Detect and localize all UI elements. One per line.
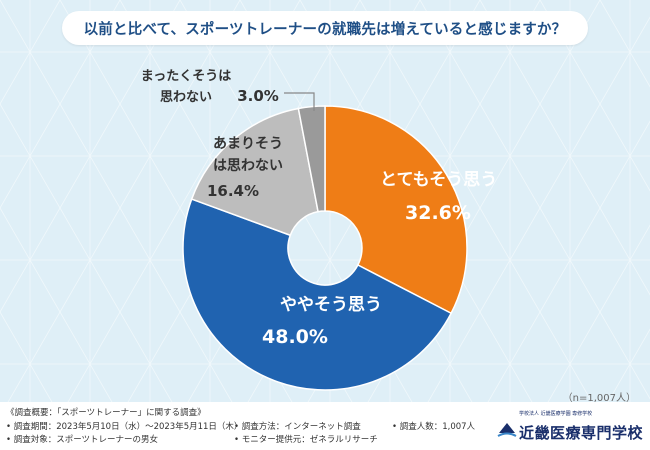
sample-size-label: （n=1,007人） — [562, 393, 636, 404]
slice-value-label: 48.0% — [262, 326, 328, 348]
survey-footer: 《調査概要：「スポーツトレーナー」に関する調査》 • 調査期間：2023年5月1… — [0, 402, 650, 450]
slice-category-label: は思わない — [213, 158, 283, 174]
survey-period: • 調査期間：2023年5月10日（水）～2023年5月11日（木） — [6, 422, 243, 432]
slice-value-label: 16.4% — [207, 182, 259, 200]
school-name: 近畿医療専門学校 — [519, 424, 644, 442]
slice-category-label: まったくそうは — [141, 69, 231, 84]
slice-value-label: 32.6% — [405, 202, 471, 224]
school-logo: 学校法人 近畿医療学園 専修学校 近畿医療専門学校 — [497, 407, 647, 447]
question-title-box: 以前と比べて、スポーツトレーナーの就職先は増えていると感じますか？ — [62, 11, 588, 45]
survey-count: • 調査人数：1,007人 — [392, 422, 476, 432]
slice-category-label: ややそう思う — [280, 295, 382, 315]
slice-value-label: 3.0% — [237, 87, 279, 105]
question-title: 以前と比べて、スポーツトレーナーの就職先は増えていると感じますか？ — [83, 21, 567, 38]
survey-method: • 調査方法：インターネット調査 — [234, 422, 361, 432]
donut-slice — [297, 105, 326, 213]
leader-line — [284, 92, 315, 111]
slice-category-label: とてもそう思う — [380, 170, 497, 190]
donut-slice — [324, 105, 468, 315]
slice-category-label: 思わない — [160, 90, 212, 105]
survey-overview: 《調査概要：「スポーツトレーナー」に関する調査》 — [6, 408, 206, 418]
survey-target: • 調査対象：スポーツトレーナーの男女 — [6, 435, 159, 445]
survey-provider: • モニター提供元：ゼネラルリサーチ — [234, 435, 378, 445]
school-emblem-icon — [497, 423, 517, 437]
donut-slice — [190, 107, 319, 237]
donut-slice — [182, 198, 453, 391]
school-logo-subtitle: 学校法人 近畿医療学園 専修学校 — [519, 411, 593, 417]
slice-category-label: あまりそう — [213, 136, 283, 152]
